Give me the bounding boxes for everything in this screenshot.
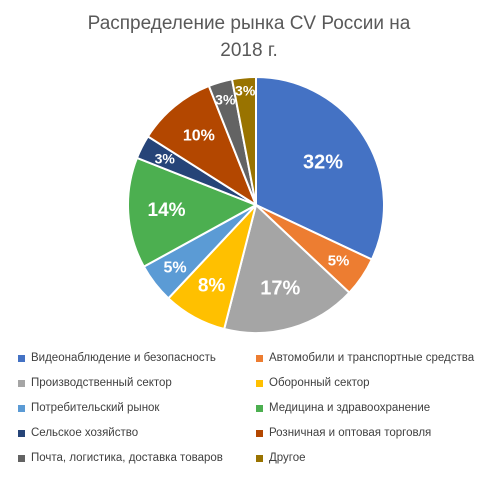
pie-chart: 32%5%17%8%5%14%3%10%3%3% bbox=[127, 75, 385, 334]
legend-item: Почта, логистика, доставка товаров bbox=[18, 450, 256, 466]
pie-slice bbox=[222, 203, 351, 334]
legend-swatch bbox=[256, 404, 263, 412]
chart-title-line-2: 2018 г. bbox=[220, 40, 278, 61]
legend-item: Автомобили и транспортные средства bbox=[256, 350, 488, 366]
legend-item: Другое bbox=[256, 450, 488, 466]
slice-data-label: 5% bbox=[164, 259, 187, 276]
legend-label: Видеонаблюдение и безопасность bbox=[31, 352, 216, 364]
chart-legend: Видеонаблюдение и безопасность Автомобили… bbox=[18, 350, 488, 466]
slice-data-label: 10% bbox=[183, 127, 215, 144]
legend-item: Потребительский рынок bbox=[18, 400, 256, 416]
slice-data-label: 5% bbox=[328, 253, 350, 270]
legend-label: Розничная и оптовая торговля bbox=[269, 427, 432, 439]
legend-swatch bbox=[256, 454, 263, 462]
legend-swatch bbox=[18, 354, 25, 362]
pie-slice bbox=[146, 84, 259, 208]
pie-slice bbox=[127, 156, 259, 269]
slice-data-label: 32% bbox=[303, 151, 343, 173]
legend-swatch bbox=[18, 379, 25, 387]
legend-swatch bbox=[18, 404, 25, 412]
pie-slice bbox=[255, 75, 385, 261]
slice-data-label: 3% bbox=[235, 82, 256, 98]
slice-data-label: 8% bbox=[198, 275, 226, 296]
legend-swatch bbox=[18, 454, 25, 462]
legend-item: Розничная и оптовая торговля bbox=[256, 425, 488, 441]
legend-label: Медицина и здравоохранение bbox=[269, 402, 431, 414]
slice-data-label: 17% bbox=[260, 278, 300, 300]
slice-data-label: 14% bbox=[148, 200, 186, 221]
legend-label: Сельское хозяйство bbox=[31, 427, 139, 439]
legend-item: Видеонаблюдение и безопасность bbox=[18, 350, 256, 366]
chart-title-line-1: Распределение рынка CV России на bbox=[87, 13, 411, 34]
legend-swatch bbox=[18, 429, 25, 437]
legend-item: Сельское хозяйство bbox=[18, 425, 256, 441]
slice-data-label: 3% bbox=[215, 91, 236, 107]
legend-swatch bbox=[256, 429, 263, 437]
pie-slice bbox=[230, 75, 257, 206]
legend-label: Другое bbox=[269, 452, 306, 464]
legend-label: Почта, логистика, доставка товаров bbox=[31, 452, 223, 464]
legend-label: Оборонный сектор bbox=[269, 377, 370, 389]
legend-label: Потребительский рынок bbox=[31, 402, 160, 414]
legend-swatch bbox=[256, 354, 263, 362]
legend-item: Производственный сектор bbox=[18, 375, 256, 391]
slice-data-label: 3% bbox=[155, 151, 176, 167]
legend-swatch bbox=[256, 379, 263, 387]
legend-label: Производственный сектор bbox=[31, 377, 172, 389]
chart-title: Распределение рынка CV России на 2018 г. bbox=[0, 10, 498, 64]
legend-item: Медицина и здравоохранение bbox=[256, 400, 488, 416]
legend-label: Автомобили и транспортные средства bbox=[269, 352, 475, 364]
legend-item: Оборонный сектор bbox=[256, 375, 488, 391]
